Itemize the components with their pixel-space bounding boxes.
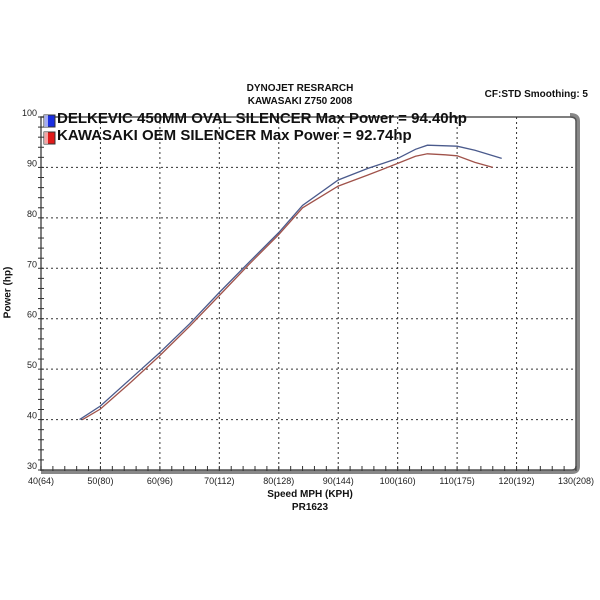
legend-swatch-highlight-1 [44, 132, 48, 144]
plot-frame-shadow [41, 113, 580, 474]
x-tick-label: 60(96) [147, 476, 173, 486]
chart-subtitle: KAWASAKI Z750 2008 [247, 96, 353, 107]
legend-label-0: DELKEVIC 450MM OVAL SILENCER Max Power =… [57, 110, 467, 127]
chart-title: DYNOJET RESRARCH [246, 83, 354, 94]
x-tick-label: 70(112) [204, 476, 234, 486]
smoothing-info: CF:STD Smoothing: 5 [484, 89, 588, 100]
legend-swatch-highlight-0 [44, 115, 48, 127]
y-tick-label: 80 [27, 209, 37, 219]
series-line-1 [82, 153, 493, 421]
x-tick-label: 40(64) [28, 476, 54, 486]
y-tick-label: 30 [27, 461, 37, 471]
y-tick-label: 40 [27, 411, 37, 421]
y-tick-label: 90 [27, 158, 37, 168]
x-tick-label: 130(208) [558, 476, 594, 486]
x-tick-label: 110(175) [439, 476, 474, 486]
y-axis-label: Power (hp) [2, 266, 14, 319]
x-tick-label: 50(80) [87, 476, 113, 486]
legend-label-1: KAWASAKI OEM SILENCER Max Power = 92.74h… [57, 127, 412, 144]
x-tick-label: 120(192) [499, 476, 535, 486]
x-tick-label: 100(160) [380, 476, 416, 486]
x-axis-label: Speed MPH (KPH) [267, 489, 353, 500]
x-tick-label: 90(144) [323, 476, 354, 486]
y-tick-label: 50 [27, 360, 37, 370]
x-tick-label: 80(128) [263, 476, 294, 486]
y-tick-label: 100 [22, 108, 37, 118]
plot-frame [40, 116, 577, 471]
y-tick-label: 70 [27, 259, 37, 269]
y-tick-label: 60 [27, 310, 37, 320]
series-line-0 [79, 144, 502, 421]
x-axis-sublabel: PR1623 [291, 502, 329, 513]
